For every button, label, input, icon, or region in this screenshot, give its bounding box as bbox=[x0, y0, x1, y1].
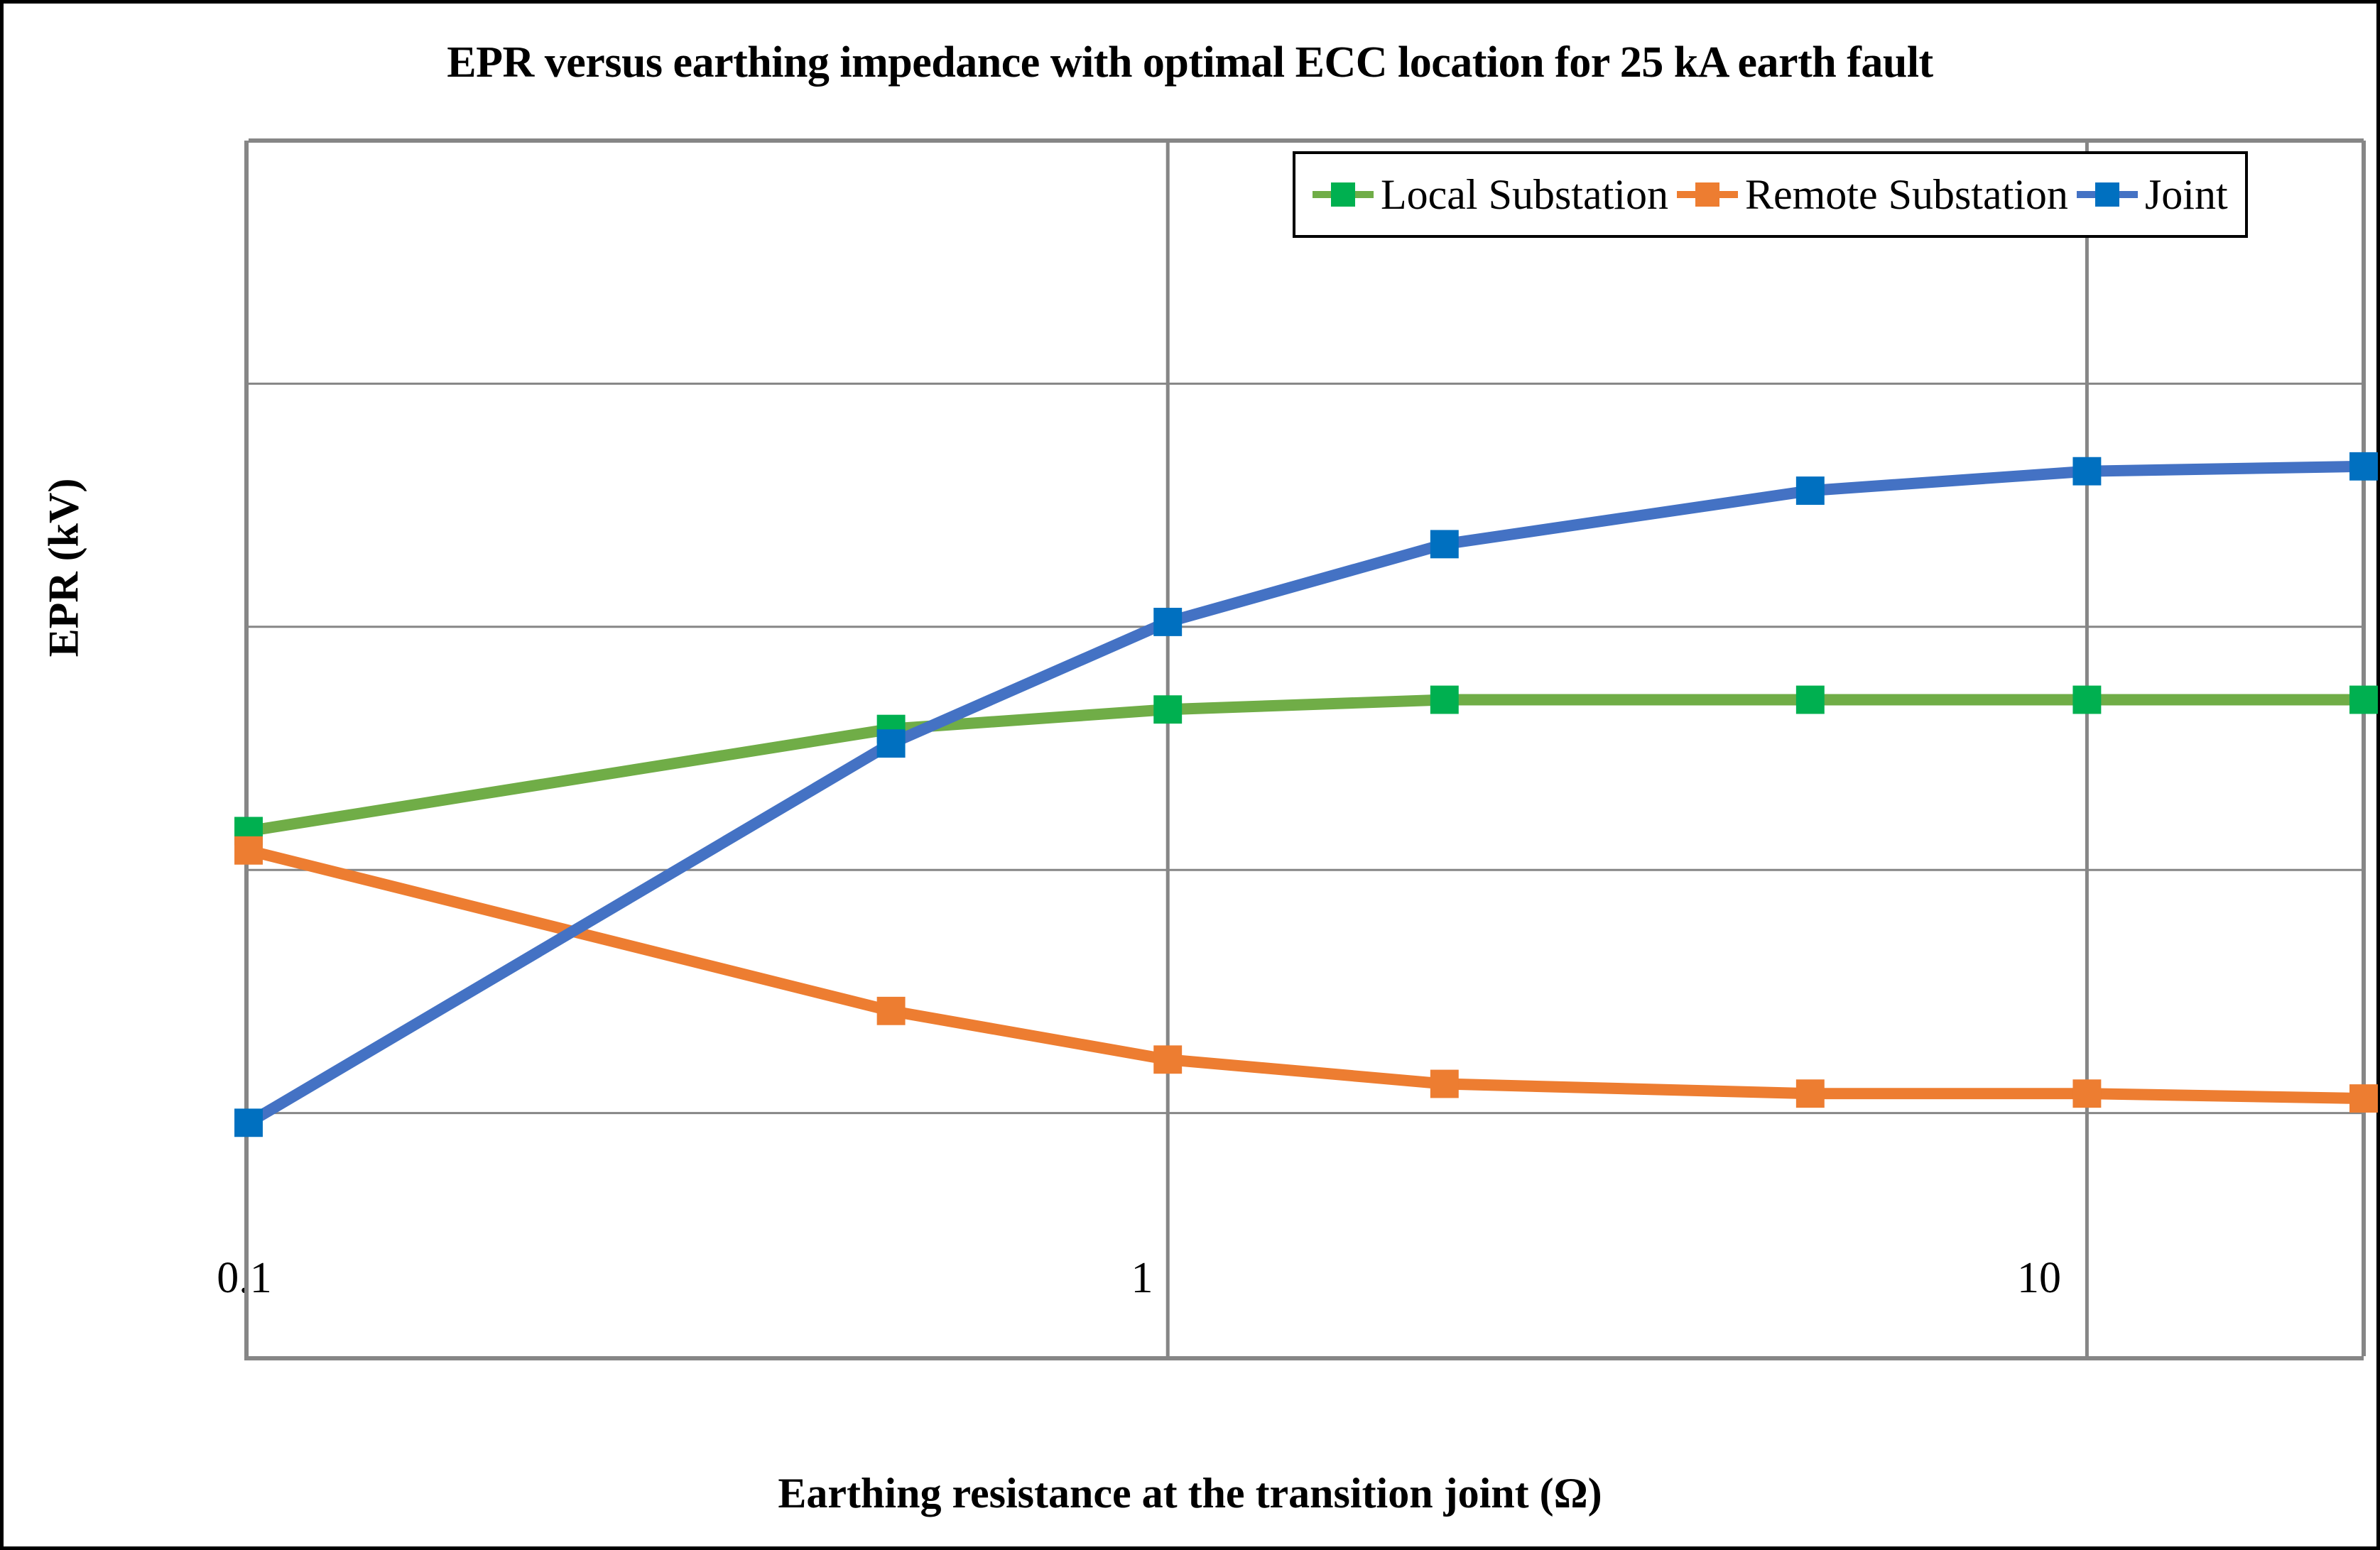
data-point-marker[interactable] bbox=[2072, 457, 2102, 486]
data-point-marker[interactable] bbox=[876, 729, 906, 758]
plot-area bbox=[234, 138, 2378, 1360]
data-point-marker[interactable] bbox=[1153, 1045, 1183, 1074]
data-point-marker[interactable] bbox=[2072, 1079, 2102, 1108]
data-point-marker[interactable] bbox=[2349, 685, 2378, 714]
data-point-marker[interactable] bbox=[1430, 1069, 1459, 1098]
data-point-marker[interactable] bbox=[1795, 685, 1825, 714]
data-point-marker[interactable] bbox=[1153, 695, 1183, 724]
y-axis-title: EPR (kV) bbox=[40, 478, 87, 657]
legend-swatch-local-substation bbox=[1313, 182, 1374, 207]
series-line-0 bbox=[247, 694, 2364, 837]
legend-item-joint[interactable]: Joint bbox=[2076, 170, 2228, 219]
plot-svg bbox=[234, 138, 2378, 1356]
x-tick-label-1: 1 bbox=[1131, 1254, 1153, 1302]
x-tick-label-10: 10 bbox=[2017, 1254, 2061, 1302]
chart-legend: Local Substation Remote Substation Joint bbox=[1293, 151, 2248, 238]
data-point-marker[interactable] bbox=[234, 1108, 263, 1137]
data-point-marker[interactable] bbox=[1153, 608, 1183, 636]
x-axis-title: Earthing resistance at the transition jo… bbox=[778, 1470, 1602, 1517]
data-point-marker[interactable] bbox=[234, 836, 263, 865]
legend-item-remote-substation[interactable]: Remote Substation bbox=[1676, 170, 2068, 219]
legend-label-remote-substation: Remote Substation bbox=[1744, 170, 2068, 218]
data-point-marker[interactable] bbox=[1430, 685, 1459, 714]
data-point-marker[interactable] bbox=[2349, 452, 2378, 481]
data-point-marker[interactable] bbox=[876, 996, 906, 1025]
data-point-marker[interactable] bbox=[2072, 685, 2102, 714]
data-point-marker[interactable] bbox=[1795, 1079, 1825, 1108]
chart-title: EPR versus earthing impedance with optim… bbox=[447, 38, 1933, 87]
legend-swatch-remote-substation bbox=[1676, 182, 1738, 207]
data-point-marker[interactable] bbox=[2349, 1084, 2378, 1113]
data-point-marker[interactable] bbox=[1430, 530, 1459, 559]
series-line-1 bbox=[247, 845, 2364, 1105]
legend-item-local-substation[interactable]: Local Substation bbox=[1313, 170, 1668, 219]
legend-swatch-joint bbox=[2076, 182, 2138, 207]
data-point-marker[interactable] bbox=[1795, 476, 1825, 505]
legend-label-local-substation: Local Substation bbox=[1381, 170, 1668, 218]
series-line-2 bbox=[245, 460, 2364, 1128]
legend-label-joint: Joint bbox=[2144, 170, 2228, 218]
